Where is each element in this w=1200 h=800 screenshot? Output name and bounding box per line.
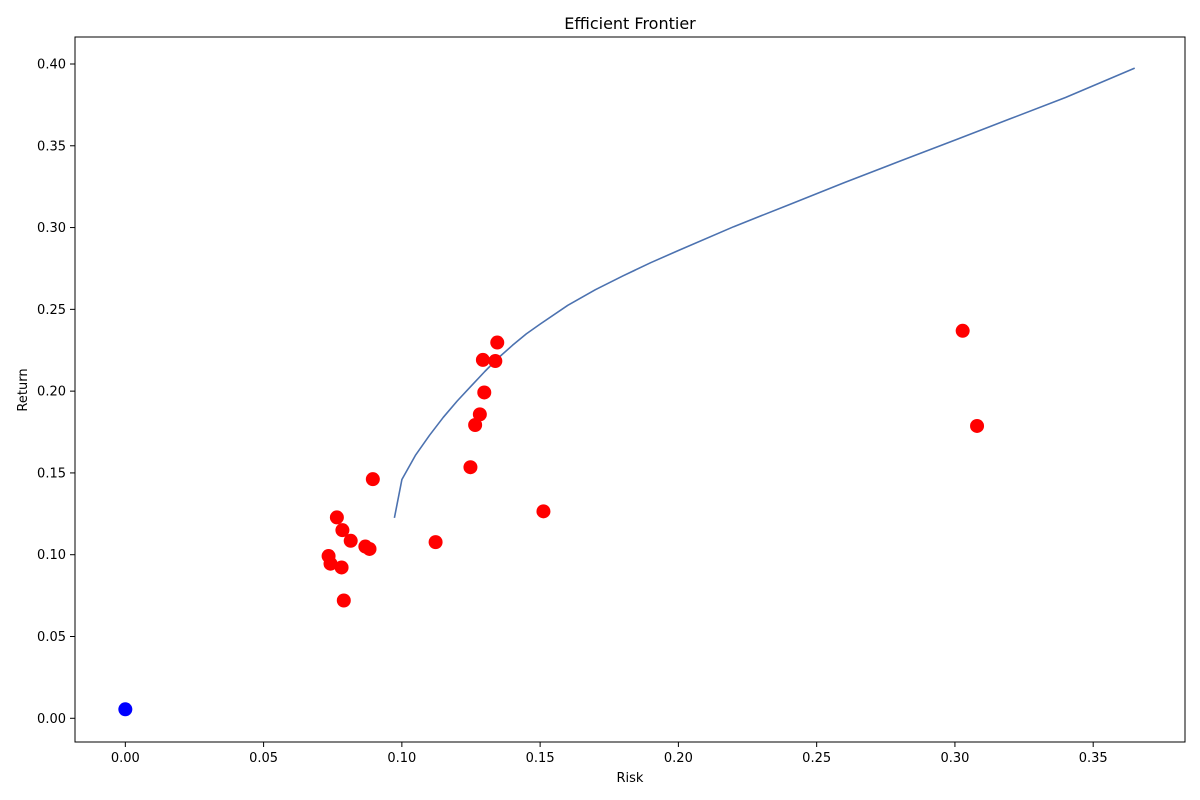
y-tick-label: 0.40: [37, 57, 66, 72]
x-axis-label: Risk: [617, 771, 644, 786]
asset-point: [475, 352, 490, 367]
asset-point: [365, 472, 380, 487]
chart-title: Efficient Frontier: [564, 14, 696, 33]
x-tick-label: 0.25: [802, 751, 831, 766]
asset-point: [472, 407, 487, 422]
asset-point: [336, 593, 351, 608]
y-tick-label: 0.30: [37, 221, 66, 236]
asset-point: [362, 541, 377, 556]
y-axis: 0.00 0.05 0.10 0.15 0.20 0.25 0.30 0.35 0.40: [37, 57, 75, 727]
y-tick-label: 0.05: [37, 630, 66, 645]
asset-point: [468, 417, 483, 432]
x-axis: 0.00 0.05 0.10 0.15 0.20 0.25 0.30 0.35: [111, 742, 1108, 766]
y-axis-label: Return: [16, 368, 31, 411]
x-tick-label: 0.10: [387, 751, 416, 766]
risk-free-point: [118, 702, 133, 717]
y-tick-label: 0.25: [37, 303, 66, 318]
asset-point: [335, 523, 350, 538]
y-tick-label: 0.10: [37, 548, 66, 563]
asset-point: [488, 354, 503, 369]
asset-point: [343, 533, 358, 548]
asset-point: [536, 504, 551, 519]
x-tick-label: 0.00: [111, 751, 140, 766]
asset-point: [970, 418, 985, 433]
frontier-line: [393, 67, 1136, 519]
asset-point: [334, 560, 349, 575]
y-tick-label: 0.35: [37, 139, 66, 154]
x-tick-label: 0.35: [1079, 751, 1108, 766]
y-tick-label: 0.00: [37, 712, 66, 727]
asset-point: [329, 510, 344, 525]
plot-area: [118, 67, 1136, 717]
x-tick-label: 0.15: [526, 751, 555, 766]
asset-point: [477, 385, 492, 400]
x-tick-label: 0.30: [940, 751, 969, 766]
plot-frame: [74, 36, 1186, 743]
x-tick-label: 0.20: [664, 751, 693, 766]
asset-point: [955, 323, 970, 338]
asset-point: [428, 535, 443, 550]
asset-point: [323, 556, 338, 571]
asset-point: [490, 335, 505, 350]
y-tick-label: 0.15: [37, 466, 66, 481]
x-tick-label: 0.05: [249, 751, 278, 766]
asset-point: [463, 460, 478, 475]
y-tick-label: 0.20: [37, 385, 66, 400]
